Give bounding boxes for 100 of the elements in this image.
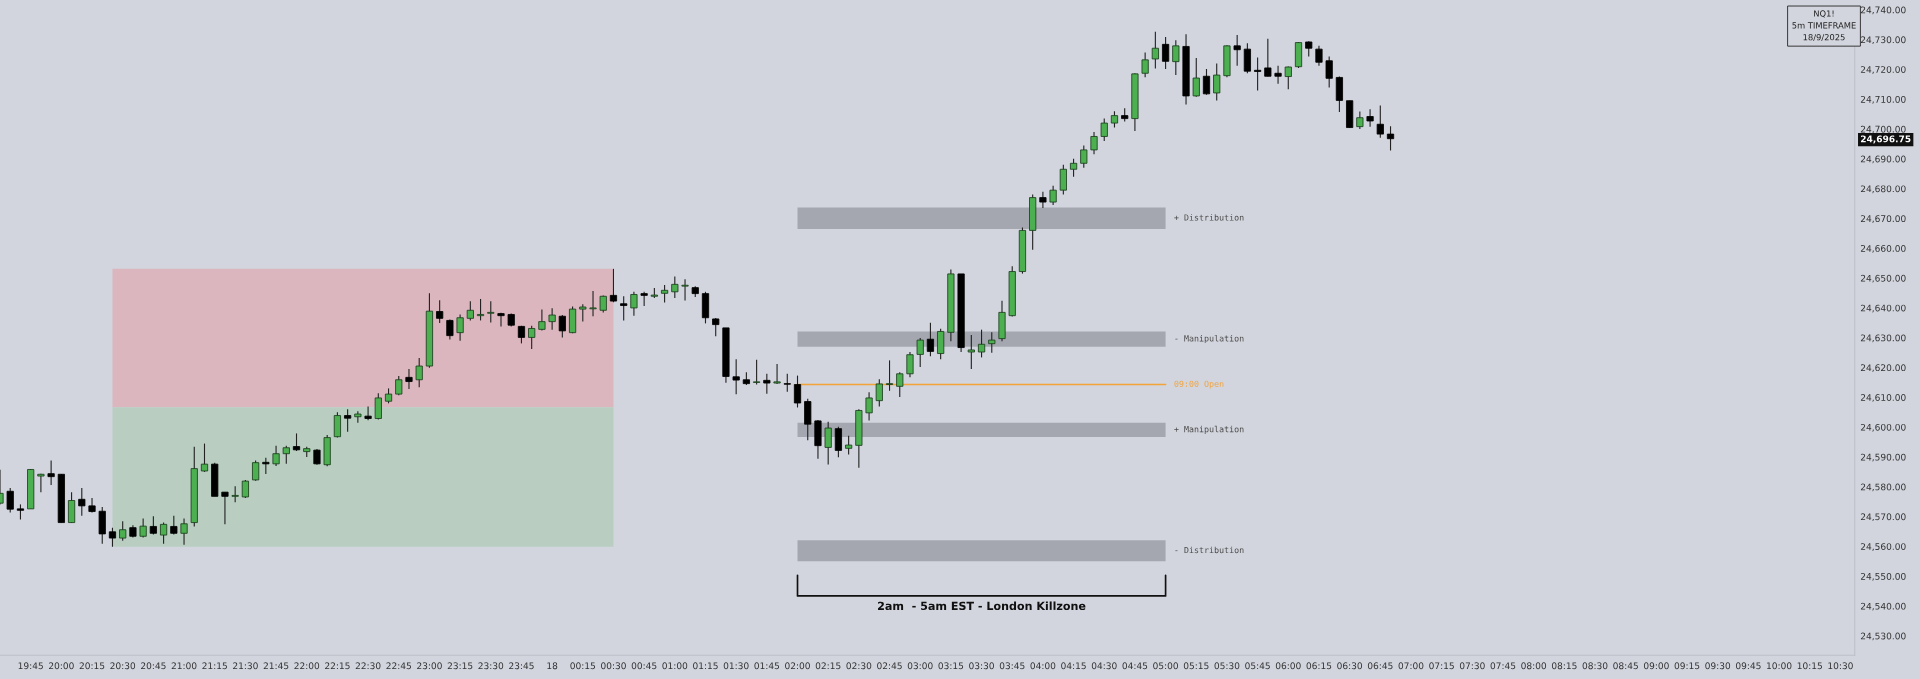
candlestick [1090,131,1098,155]
candlestick [333,411,341,439]
x-tick-label: 23:45 [509,662,534,670]
candlestick [906,351,914,378]
annotation: NQ1! [1814,10,1834,18]
y-tick-label: 24,540.00 [1860,602,1906,611]
x-tick-label: 01:30 [723,662,749,670]
candlestick [620,295,628,321]
x-tick-label: 18 [547,662,558,670]
candlestick [1039,191,1047,209]
candlestick [1274,65,1282,85]
x-tick-label: 00:45 [631,662,657,670]
x-tick-label: 20:45 [141,662,166,670]
candlestick [896,371,904,398]
candlestick [78,487,86,517]
x-tick-label: 20:15 [79,662,105,670]
candlestick [1366,108,1374,128]
y-tick-label: 24,660.00 [1860,245,1906,253]
candlestick [108,527,117,548]
x-tick-label: 22:15 [325,662,350,670]
candlestick [466,300,474,321]
candlestick [988,331,996,354]
x-tick-label: 09:00 [1643,662,1669,670]
x-tick-label: 02:30 [846,662,872,670]
candlestick [1284,65,1292,90]
candlestick [732,358,740,395]
candlestick [609,268,618,303]
candlestick [282,445,290,465]
x-tick-label: 02:15 [815,662,841,670]
x-tick-label: 09:45 [1735,662,1761,670]
x-tick-label: 05:15 [1183,662,1209,670]
candlestick [119,520,127,542]
candlestick [773,363,781,385]
candlestick [793,375,802,409]
band-label: - Distribution [1175,546,1244,554]
x-tick-label: 02:45 [877,662,902,670]
x-tick-label: 08:00 [1521,662,1547,670]
x-tick-label: 01:15 [693,662,718,670]
y-tick-label: 24,640.00 [1860,304,1906,313]
candlestick [712,317,720,337]
x-tick-label: 03:15 [938,662,964,670]
band-label: + Manipulation [1174,425,1244,434]
x-tick-label: 20:30 [110,662,136,670]
x-tick-label: 07:45 [1490,662,1516,670]
x-tick-label: 07:00 [1398,662,1424,670]
candlestick [1213,62,1221,101]
candlestick [630,291,638,317]
candlestick [937,328,945,360]
candlestick [180,517,188,546]
x-tick-label: 05:30 [1214,662,1240,670]
y-tick-label: 24,730.00 [1860,36,1906,45]
candlestick [548,307,556,331]
x-tick-label: 04:15 [1061,662,1086,670]
series-label: 09:00 Open [1174,380,1224,389]
x-tick-label: 20:00 [49,662,74,670]
x-tick-label: 19:45 [18,662,43,670]
x-tick-label: 07:15 [1429,662,1454,670]
x-tick-label: 03:45 [999,662,1025,670]
candlestick [47,459,55,486]
annotation: 18/9/2025 [1803,34,1845,42]
candlestick [1162,36,1170,70]
candlestick [528,325,536,350]
candlestick [272,445,280,467]
candlestick [1325,56,1333,89]
y-tick-label: 24,600.00 [1860,423,1906,432]
x-tick-label: 22:45 [386,662,411,670]
x-tick-label: 21:15 [202,662,227,670]
x-tick-label: 00:15 [570,662,596,670]
x-tick-label: 07:30 [1459,662,1485,670]
candlestick [1141,51,1149,78]
candlestick [824,421,832,465]
x-tick-label: 08:30 [1582,662,1608,670]
candlestick [967,334,975,370]
candlestick [640,291,648,307]
annotation: 2am - 5am EST - London Killzone [878,601,1086,611]
candlestick [200,443,209,473]
x-tick-label: 08:15 [1551,662,1577,670]
candlestick [1100,118,1108,142]
x-tick-label: 02:00 [785,662,810,670]
x-tick-label: 04:30 [1091,662,1117,670]
y-tick-label: 24,690.00 [1860,155,1906,164]
x-tick-label: 10:30 [1828,662,1853,670]
candlestick [1233,34,1241,67]
candlestick [1202,68,1211,96]
candlestick [1254,56,1262,92]
candlestick [415,357,423,388]
candlestick [374,392,382,420]
candlestick [456,313,464,342]
candlestick [568,305,577,334]
x-tick-label: 01:00 [662,662,688,670]
candlestick [671,276,679,299]
x-tick-label: 21:00 [171,662,197,670]
x-tick-label: 06:30 [1337,662,1363,670]
y-tick-label: 24,610.00 [1860,394,1906,402]
candlestick [1049,185,1057,206]
candlestick [1172,39,1180,76]
x-tick-label: 22:30 [355,662,381,670]
x-tick-label: 01:45 [754,662,780,670]
y-tick-label: 24,570.00 [1860,513,1906,522]
x-tick-label: 04:00 [1030,662,1056,670]
